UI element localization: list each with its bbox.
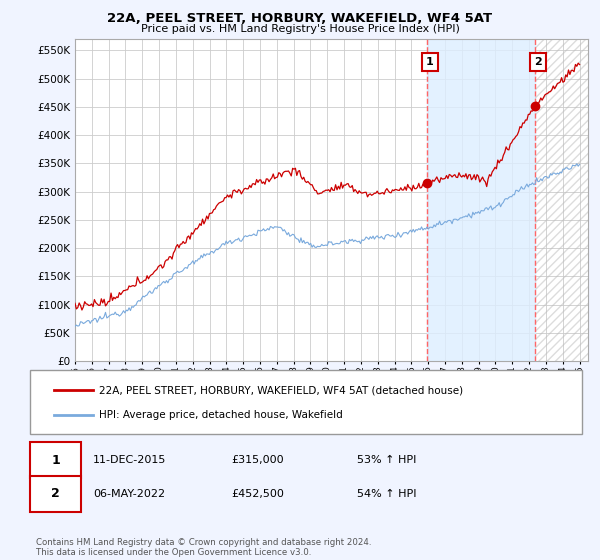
Bar xyxy=(535,39,588,361)
Text: Contains HM Land Registry data © Crown copyright and database right 2024.
This d: Contains HM Land Registry data © Crown c… xyxy=(36,538,371,557)
Text: Price paid vs. HM Land Registry's House Price Index (HPI): Price paid vs. HM Land Registry's House … xyxy=(140,24,460,34)
Text: 06-MAY-2022: 06-MAY-2022 xyxy=(93,489,165,499)
Text: HPI: Average price, detached house, Wakefield: HPI: Average price, detached house, Wake… xyxy=(99,410,343,420)
Text: £315,000: £315,000 xyxy=(231,455,284,465)
Text: 11-DEC-2015: 11-DEC-2015 xyxy=(93,455,166,465)
Text: 22A, PEEL STREET, HORBURY, WAKEFIELD, WF4 5AT: 22A, PEEL STREET, HORBURY, WAKEFIELD, WF… xyxy=(107,12,493,25)
Text: 2: 2 xyxy=(51,487,60,501)
Text: 1: 1 xyxy=(426,57,434,67)
Bar xyxy=(535,39,588,361)
Text: 54% ↑ HPI: 54% ↑ HPI xyxy=(357,489,416,499)
Text: £452,500: £452,500 xyxy=(231,489,284,499)
Text: 1: 1 xyxy=(51,454,60,467)
Text: 2: 2 xyxy=(534,57,542,67)
Bar xyxy=(427,39,535,361)
Text: 22A, PEEL STREET, HORBURY, WAKEFIELD, WF4 5AT (detached house): 22A, PEEL STREET, HORBURY, WAKEFIELD, WF… xyxy=(99,385,463,395)
Text: 53% ↑ HPI: 53% ↑ HPI xyxy=(357,455,416,465)
